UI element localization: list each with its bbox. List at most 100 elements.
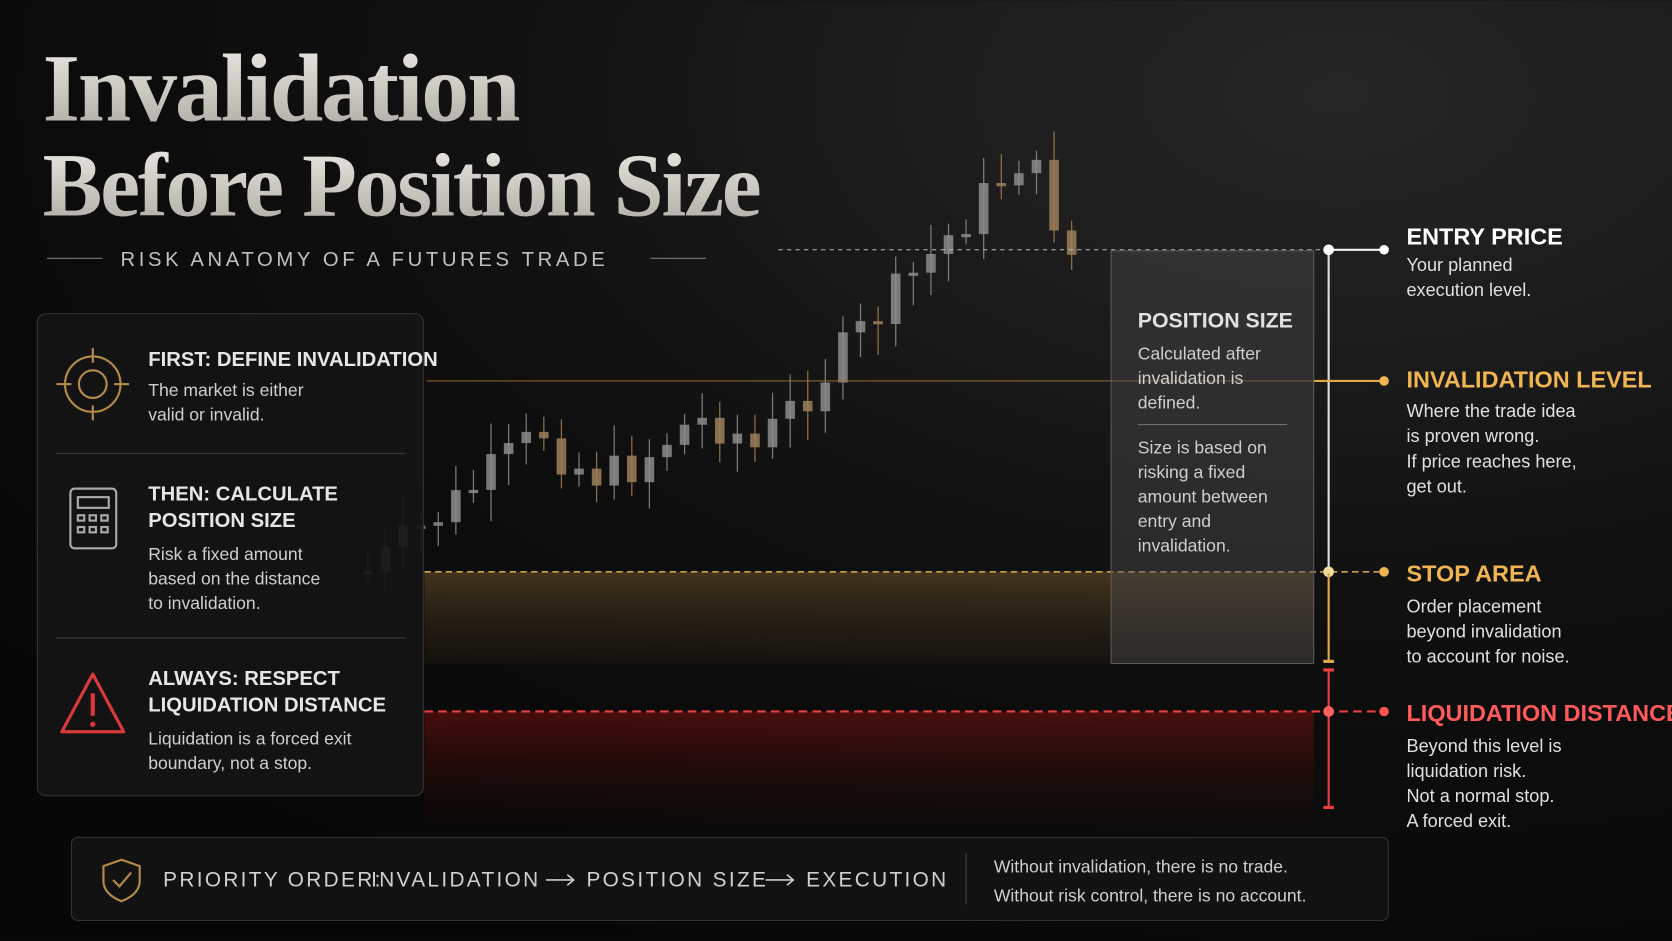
level-name: STOP AREA bbox=[1406, 560, 1541, 586]
arrow bbox=[765, 874, 795, 886]
priority-item: INVALIDATION bbox=[371, 868, 540, 891]
candle-body bbox=[644, 457, 655, 483]
candle-body bbox=[873, 321, 883, 325]
liquidation-dot bbox=[1323, 706, 1334, 717]
stop-band bbox=[424, 571, 1314, 664]
step-body: based on the distance bbox=[148, 569, 320, 589]
candle-body bbox=[468, 489, 479, 494]
level-text: to account for noise. bbox=[1406, 646, 1569, 666]
level-text: get out. bbox=[1406, 476, 1466, 496]
step-body: to invalidation. bbox=[148, 593, 260, 613]
candle-body bbox=[662, 444, 672, 458]
candle-body bbox=[978, 183, 989, 235]
level-text: Where the trade idea bbox=[1406, 401, 1576, 421]
candle-body bbox=[1031, 159, 1042, 174]
level-text: Beyond this level is bbox=[1406, 736, 1561, 756]
priority-item: EXECUTION bbox=[806, 868, 948, 891]
box-title: POSITION SIZE bbox=[1138, 309, 1293, 333]
candle-body bbox=[556, 438, 567, 475]
level-text: Your planned bbox=[1406, 255, 1512, 275]
candle-body bbox=[996, 183, 1007, 187]
candle-body bbox=[1049, 159, 1059, 231]
level-text: Not a normal stop. bbox=[1406, 786, 1554, 806]
box-text: invalidation is bbox=[1138, 368, 1244, 388]
candle-body bbox=[855, 321, 866, 333]
candle-body bbox=[521, 431, 532, 444]
candle-body bbox=[785, 400, 795, 419]
candle-body bbox=[574, 468, 584, 475]
candle-body bbox=[679, 424, 690, 445]
candle-body bbox=[943, 235, 954, 254]
level-name: LIQUIDATION DISTANCE bbox=[1406, 700, 1672, 726]
candle-body bbox=[908, 272, 919, 276]
candle-body bbox=[503, 443, 514, 455]
step-body: Risk a fixed amount bbox=[148, 544, 302, 564]
candle-body bbox=[890, 273, 901, 325]
warning-icon bbox=[60, 672, 126, 734]
candle-body bbox=[1014, 173, 1024, 186]
candle-body bbox=[539, 431, 549, 439]
candle-body bbox=[820, 382, 831, 412]
invalidation-dot bbox=[1379, 376, 1389, 386]
candle-body bbox=[750, 433, 760, 448]
step-heading: POSITION SIZE bbox=[148, 510, 295, 532]
footer-note: Without risk control, there is no accoun… bbox=[994, 885, 1307, 905]
step-heading: LIQUIDATION DISTANCE bbox=[148, 694, 386, 716]
candle-body bbox=[486, 454, 496, 490]
title: Before Position Size bbox=[43, 137, 760, 236]
check-icon bbox=[112, 871, 132, 888]
entry-dot bbox=[1323, 244, 1334, 256]
arrow bbox=[545, 874, 575, 886]
candle-body bbox=[1066, 230, 1077, 255]
step-body: Liquidation is a forced exit bbox=[148, 729, 351, 749]
step-heading: ALWAYS: RESPECT bbox=[148, 668, 340, 690]
level-text: If price reaches here, bbox=[1406, 451, 1576, 471]
candle-body bbox=[926, 253, 936, 273]
box-text: invalidation. bbox=[1138, 536, 1231, 556]
level-text: A forced exit. bbox=[1406, 811, 1511, 831]
candle-body bbox=[802, 400, 813, 412]
step-heading: FIRST: DEFINE INVALIDATION bbox=[148, 349, 438, 371]
shield-icon bbox=[102, 858, 141, 903]
candle-body bbox=[714, 417, 725, 444]
level-text: is proven wrong. bbox=[1406, 426, 1539, 446]
box-text: Size is based on bbox=[1138, 437, 1267, 457]
stop-dot bbox=[1323, 566, 1334, 578]
candle-body bbox=[451, 490, 461, 523]
box-text: defined. bbox=[1138, 393, 1201, 413]
candle-body bbox=[697, 417, 707, 425]
liquidation-band bbox=[424, 711, 1314, 835]
liquidation-dot bbox=[1379, 706, 1389, 717]
candle-body bbox=[433, 522, 444, 526]
footer-note: Without invalidation, there is no trade. bbox=[994, 857, 1288, 877]
candle-body bbox=[838, 332, 848, 383]
step-body: valid or invalid. bbox=[148, 404, 264, 424]
candle-body bbox=[961, 234, 971, 238]
candle-body bbox=[767, 418, 778, 448]
level-text: liquidation risk. bbox=[1406, 761, 1526, 781]
footer-panel bbox=[70, 836, 1389, 922]
candle-body bbox=[732, 433, 743, 444]
box-text: Calculated after bbox=[1138, 344, 1261, 364]
priority-label: PRIORITY ORDER: bbox=[163, 868, 383, 891]
title: Invalidation bbox=[43, 35, 519, 142]
candle-body bbox=[609, 455, 620, 486]
box-text: risking a fixed bbox=[1138, 462, 1245, 482]
step-heading: THEN: CALCULATE bbox=[148, 483, 338, 505]
level-name: INVALIDATION LEVEL bbox=[1406, 366, 1651, 392]
target-icon bbox=[56, 347, 130, 421]
step-body: The market is either bbox=[148, 380, 303, 400]
step-body: boundary, not a stop. bbox=[148, 753, 312, 773]
level-text: Order placement bbox=[1406, 596, 1541, 616]
stop-dot bbox=[1379, 567, 1389, 577]
candle-body bbox=[627, 455, 637, 483]
priority-item: POSITION SIZE bbox=[586, 868, 768, 891]
box-text: entry and bbox=[1138, 511, 1211, 531]
candle-body bbox=[591, 468, 602, 486]
entry-dot bbox=[1379, 244, 1389, 255]
level-name: ENTRY PRICE bbox=[1406, 223, 1562, 249]
level-text: execution level. bbox=[1406, 280, 1531, 300]
steps-panel bbox=[36, 313, 424, 797]
subtitle: RISK ANATOMY OF A FUTURES TRADE bbox=[120, 249, 608, 271]
